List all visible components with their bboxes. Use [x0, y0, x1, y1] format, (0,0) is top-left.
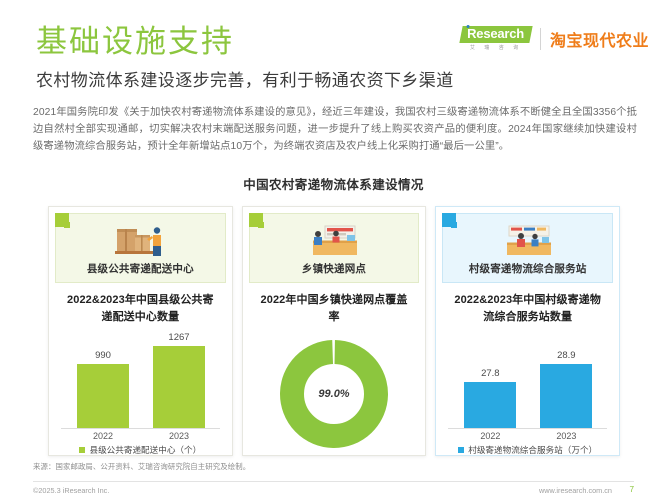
x-tick-2022: 2022 [480, 431, 501, 441]
panel-group: 县级公共寄递配送中心 2022&2023年中国县级公共寄递配送中心数量 990 … [48, 206, 621, 456]
panel-county-center: 县级公共寄递配送中心 2022&2023年中国县级公共寄递配送中心数量 990 … [48, 206, 233, 456]
village-service-shop-icon [497, 222, 559, 258]
x-axis-line [61, 428, 220, 429]
bar-value-label: 1267 [168, 332, 190, 343]
panel-chart-title: 2022&2023年中国县级公共寄递配送中心数量 [67, 294, 214, 323]
legend-label: 县级公共寄递配送中心（个） [89, 445, 202, 455]
legend-swatch-icon [79, 447, 86, 453]
chart-section-title: 中国农村寄递物流体系建设情况 [243, 178, 424, 192]
boxes-stacking-icon [111, 222, 169, 258]
chart-legend: 村级寄递物流综合服务站（万个） [446, 444, 609, 456]
donut-ring: 99.0% [278, 338, 390, 450]
corner-accent-icon [55, 213, 70, 228]
x-tick-2022: 2022 [92, 431, 114, 441]
iresearch-wordmark-text: Research [467, 26, 525, 41]
footer-copyright: ©2025.3 iResearch Inc. [33, 486, 110, 495]
body-paragraph: 2021年国务院印发《关于加快农村寄递物流体系建设的意见》，经近三年建设，我国农… [33, 107, 637, 153]
corner-accent-icon [442, 213, 458, 228]
iresearch-wordmark: Research [459, 25, 533, 43]
chart-legend: 县级公共寄递配送中心（个） [59, 444, 222, 456]
bar-group-2022: 990 [77, 350, 129, 428]
bar-value-label: 27.8 [481, 368, 500, 379]
bar-chart-village: 27.8 28.9 2022 2023 村级寄递物流综合服务站（万个） [446, 326, 609, 455]
corner-accent-icon [248, 213, 264, 228]
source-note: 来源：国家邮政局、公开资料、艾瑞咨询研究院自主研究及绘制。 [33, 462, 251, 471]
donut-chart-coverage: 99.0% [253, 326, 416, 455]
panel-header-label: 乡镇快递网点 [301, 263, 367, 275]
bar-group-2022: 27.8 [464, 368, 517, 428]
bar-chart-county: 990 1267 2022 2023 县级公共寄递配送中心（个） [59, 326, 222, 455]
donut-center-label: 99.0% [318, 387, 350, 400]
bar-2023 [540, 364, 593, 428]
bar-value-label: 990 [95, 350, 111, 361]
legend-label: 村级寄递物流综合服务站（万个） [468, 445, 598, 455]
express-station-counter-icon [303, 222, 365, 258]
bar-group-2023: 28.9 [540, 350, 593, 428]
x-axis-categories: 2022 2023 [59, 431, 222, 443]
page-subtitle: 农村物流体系建设逐步完善，有利于畅通农资下乡渠道 [36, 71, 454, 90]
x-tick-2023: 2023 [556, 431, 577, 441]
logo-block: Research 艾 瑞 咨 询 淘宝现代农业 [459, 22, 649, 56]
bar-area: 27.8 28.9 [446, 340, 609, 429]
footer-divider [33, 481, 634, 482]
panel-header: 村级寄递物流综合服务站 [442, 213, 614, 283]
bar-area: 990 1267 [59, 332, 222, 429]
panel-header: 县级公共寄递配送中心 [55, 213, 226, 283]
bar-2023 [153, 346, 205, 428]
legend-swatch-icon [458, 447, 465, 453]
footer-page-number: 7 [629, 485, 634, 494]
x-axis-categories: 2022 2023 [446, 431, 609, 443]
iresearch-subtitle-cn: 艾 瑞 咨 询 [469, 45, 523, 51]
bar-2022 [464, 382, 517, 428]
panel-township-network: 乡镇快递网点 2022年中国乡镇快递网点覆盖率 99.0% [241, 206, 427, 456]
logo-divider [539, 28, 541, 50]
panel-village-station: 村级寄递物流综合服务站 2022&2023年中国村级寄递物流综合服务站数量 27… [435, 206, 621, 456]
bar-2022 [77, 364, 129, 428]
x-tick-2023: 2023 [168, 431, 190, 441]
donut-area: 99.0% [253, 339, 416, 448]
page-title: 基础设施支持 [36, 24, 234, 59]
bar-value-label: 28.9 [557, 350, 576, 361]
panel-header: 乡镇快递网点 [248, 213, 420, 283]
panel-chart-title: 2022年中国乡镇快递网点覆盖率 [260, 294, 408, 323]
x-axis-line [448, 428, 608, 429]
footer-url: www.iresearch.com.cn [539, 486, 612, 495]
panel-header-label: 县级公共寄递配送中心 [86, 263, 194, 275]
bar-group-2023: 1267 [153, 332, 205, 428]
brand-name-cn: 淘宝现代农业 [549, 33, 649, 50]
panel-chart-title: 2022&2023年中国村级寄递物流综合服务站数量 [454, 294, 601, 323]
panel-header-label: 村级寄递物流综合服务站 [468, 263, 587, 275]
iresearch-logo: Research 艾 瑞 咨 询 [459, 25, 533, 52]
